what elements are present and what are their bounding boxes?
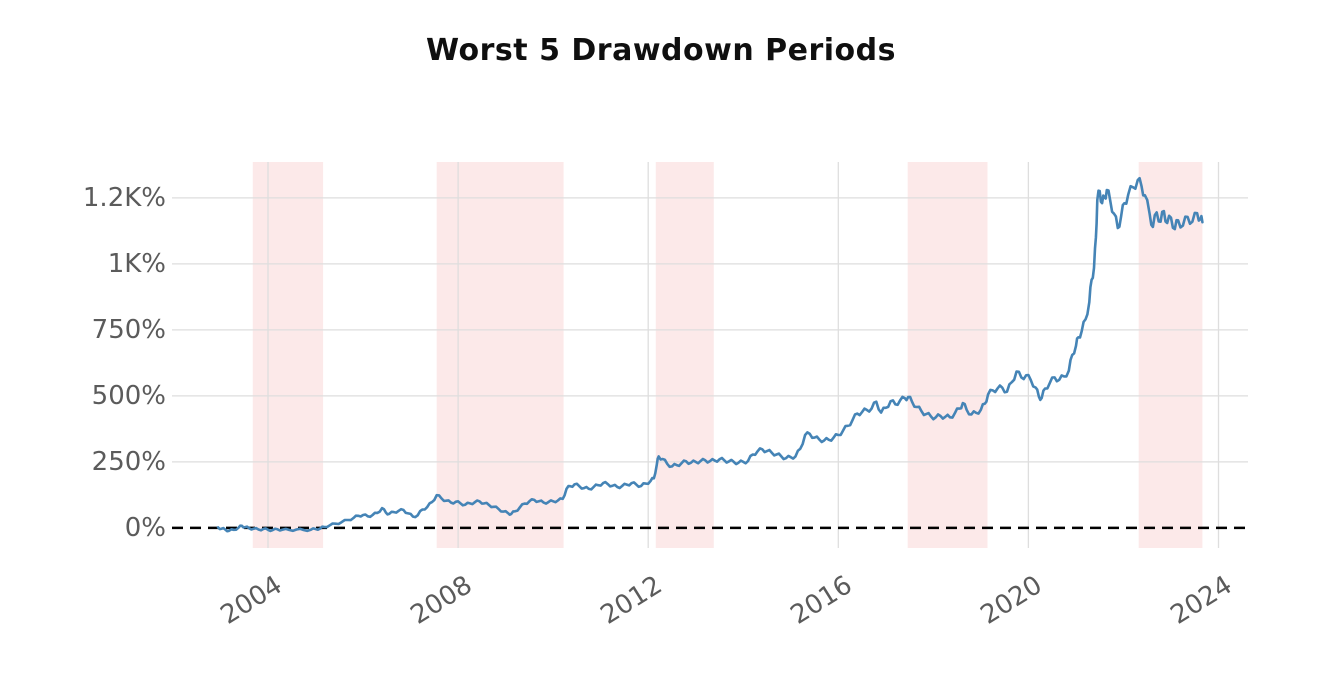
drawdown-band: [655, 162, 714, 548]
plot-canvas: [172, 162, 1248, 548]
x-tick-label: 2020: [975, 570, 1048, 631]
x-tick-label: 2012: [595, 570, 668, 631]
y-tick-label: 250%: [91, 446, 166, 477]
drawdown-band: [1138, 162, 1203, 548]
plot-area: [172, 162, 1248, 548]
y-tick-label: 1K%: [107, 248, 166, 279]
x-tick-label: 2016: [785, 570, 858, 631]
x-tick-label: 2008: [405, 570, 478, 631]
y-tick-label: 750%: [91, 314, 166, 345]
chart-title: Worst 5 Drawdown Periods: [426, 33, 896, 68]
y-tick-label: 0%: [124, 512, 166, 543]
x-tick-label: 2004: [215, 570, 288, 631]
drawdown-band: [252, 162, 324, 548]
drawdown-band: [907, 162, 988, 548]
y-tick-label: 1.2K%: [82, 182, 166, 213]
returns-line: [216, 176, 1204, 533]
x-tick-label: 2024: [1165, 570, 1238, 631]
drawdown-band: [436, 162, 564, 548]
y-tick-label: 500%: [91, 380, 166, 411]
